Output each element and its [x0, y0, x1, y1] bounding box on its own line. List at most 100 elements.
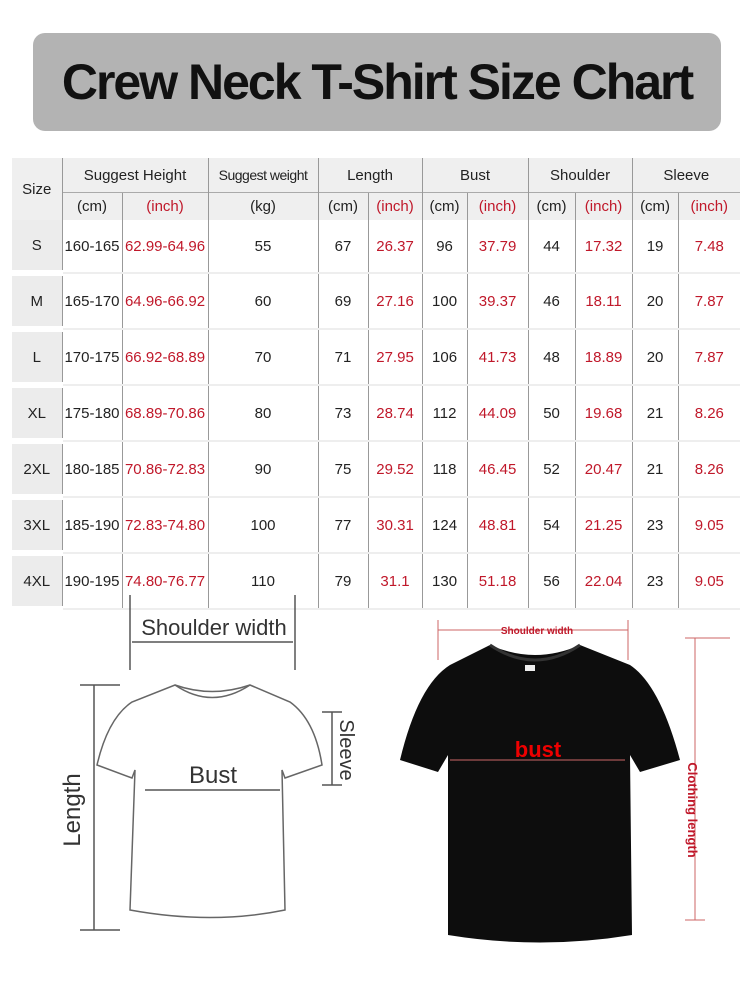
table-cell: 112	[421, 385, 468, 442]
table-cell: 18.89	[574, 329, 633, 386]
table-cell: 46	[527, 273, 576, 330]
size-label: 2XL	[12, 441, 62, 500]
table-cell: 46.45	[466, 441, 529, 498]
unit-header: (cm)	[527, 192, 576, 220]
table-cell: 17.32	[574, 220, 633, 274]
label-sleeve: Sleeve	[335, 719, 357, 780]
table-cell: 55	[207, 220, 319, 274]
table-cell: 170-175	[61, 329, 122, 386]
header-sleeve: Sleeve	[631, 158, 741, 193]
table-cell: 22.04	[574, 553, 633, 610]
table-cell: 71	[317, 329, 369, 386]
table-cell: 44	[527, 220, 576, 274]
table-cell: 190-195	[61, 553, 122, 610]
table-cell: 21.25	[574, 497, 633, 554]
table-cell: 124	[421, 497, 468, 554]
table-cell: 48.81	[466, 497, 529, 554]
table-cell: 118	[421, 441, 468, 498]
label-clothing-length: Clothing length	[685, 762, 700, 857]
table-cell: 90	[207, 441, 319, 498]
table-cell: 62.99-64.96	[121, 220, 209, 274]
table-cell: 23	[631, 497, 679, 554]
table-cell: 27.16	[367, 273, 423, 330]
table-cell: 19.68	[574, 385, 633, 442]
header-bust: Bust	[421, 158, 529, 193]
black-shirt	[400, 645, 680, 943]
table-cell: 79	[317, 553, 369, 610]
title-banner: Crew Neck T-Shirt Size Chart	[33, 33, 721, 131]
outline-shirt-diagram	[80, 595, 342, 931]
table-cell: 19	[631, 220, 679, 274]
table-cell: 80	[207, 385, 319, 442]
table-row: 2XL 180-185 70.86-72.83 90 75 29.52 118 46.45 52…	[12, 441, 741, 500]
header-weight: Suggest weight	[207, 158, 319, 193]
size-label: 3XL	[12, 497, 62, 556]
table-cell: 100	[421, 273, 468, 330]
size-label: S	[12, 220, 62, 276]
table-cell: 39.37	[466, 273, 529, 330]
measurement-diagrams: Shoulder width Bust Length Sleeve Should…	[59, 595, 730, 943]
table-row: M 165-170 64.96-66.92 60 69 27.16 100 39.37 46 18…	[12, 273, 741, 332]
table-cell: 23	[631, 553, 679, 610]
page-title: Crew Neck T-Shirt Size Chart	[61, 54, 694, 110]
table-cell: 21	[631, 441, 679, 498]
table-cell: 37.79	[466, 220, 529, 274]
unit-header: (cm)	[317, 192, 369, 220]
table-cell: 8.26	[677, 441, 741, 498]
table-cell: 48	[527, 329, 576, 386]
label-bust-red: bust	[515, 737, 562, 762]
table-row: 3XL 185-190 72.83-74.80 100 77 30.31 124 48.81 5…	[12, 497, 741, 556]
table-cell: 18.11	[574, 273, 633, 330]
table-cell: 54	[527, 497, 576, 554]
table-cell: 7.87	[677, 273, 741, 330]
header-height: Suggest Height	[61, 158, 209, 193]
size-label: XL	[12, 385, 62, 444]
table-cell: 21	[631, 385, 679, 442]
label-length: Length	[59, 773, 86, 846]
table-cell: 31.1	[367, 553, 423, 610]
table-cell: 130	[421, 553, 468, 610]
table-cell: 165-170	[61, 273, 122, 330]
header-length: Length	[317, 158, 423, 193]
table-cell: 70	[207, 329, 319, 386]
table-cell: 180-185	[61, 441, 122, 498]
table-cell: 106	[421, 329, 468, 386]
table-cell: 20	[631, 273, 679, 330]
table-cell: 20	[631, 329, 679, 386]
label-bust: Bust	[189, 762, 237, 789]
table-cell: 67	[317, 220, 369, 274]
table-cell: 41.73	[466, 329, 529, 386]
table-cell: 175-180	[61, 385, 122, 442]
unit-header: (inch)	[121, 192, 209, 220]
header-size: Size	[12, 158, 62, 220]
table-cell: 64.96-66.92	[121, 273, 209, 330]
size-table: Size Suggest Height Suggest weight Lengt…	[12, 158, 741, 612]
table-cell: 30.31	[367, 497, 423, 554]
unit-header: (inch)	[367, 192, 423, 220]
table-cell: 7.48	[677, 220, 741, 274]
unit-header: (cm)	[631, 192, 679, 220]
label-shoulder-width-red: Shoulder width	[501, 626, 573, 637]
table-cell: 60	[207, 273, 319, 330]
table-cell: 73	[317, 385, 369, 442]
unit-header: (kg)	[207, 192, 319, 220]
table-cell: 29.52	[367, 441, 423, 498]
table-cell: 27.95	[367, 329, 423, 386]
table-cell: 56	[527, 553, 576, 610]
table-row: 4XL 190-195 74.80-76.77 110 79 31.1 130 51.18 56…	[12, 553, 741, 612]
size-label: 4XL	[12, 553, 62, 612]
table-cell: 100	[207, 497, 319, 554]
table-cell: 50	[527, 385, 576, 442]
table-cell: 185-190	[61, 497, 122, 554]
table-cell: 9.05	[677, 497, 741, 554]
label-shoulder-width: Shoulder width	[141, 615, 287, 640]
table-cell: 28.74	[367, 385, 423, 442]
table-cell: 9.05	[677, 553, 741, 610]
outline-shirt	[96, 684, 323, 919]
table-cell: 110	[207, 553, 319, 610]
table-cell: 66.92-68.89	[121, 329, 209, 386]
table-cell: 70.86-72.83	[121, 441, 209, 498]
unit-header: (cm)	[61, 192, 122, 220]
unit-header: (cm)	[421, 192, 468, 220]
table-cell: 68.89-70.86	[121, 385, 209, 442]
